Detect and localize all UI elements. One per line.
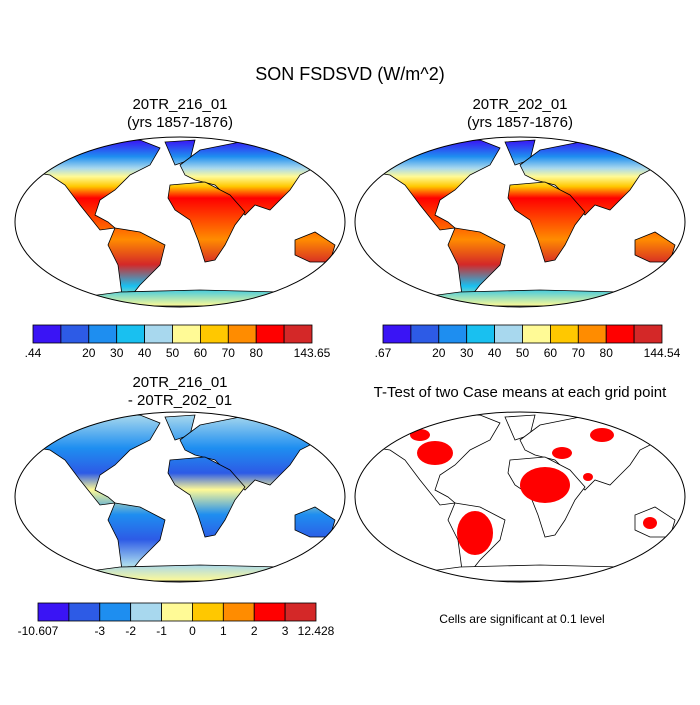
colorbar-label: .67 (375, 346, 392, 360)
map-panel (354, 411, 686, 583)
colorbar-label: 2 (251, 624, 258, 638)
colorbar-box (144, 324, 173, 344)
significance-cells (410, 428, 657, 555)
colorbar-box (161, 602, 193, 622)
colorbar-box (99, 602, 132, 622)
panel-title: (yrs 1857-1876) (467, 114, 573, 131)
colorbar-label: 70 (572, 346, 586, 360)
colorbar-box (130, 602, 162, 622)
colorbar-box (32, 324, 62, 344)
colorbar-label: 12.428 (298, 624, 335, 638)
colorbar-label: 20 (82, 346, 96, 360)
colorbar-label: 30 (460, 346, 474, 360)
colorbar-label: 143.65 (294, 346, 331, 360)
colorbar-box (255, 324, 285, 344)
colorbar-box (199, 324, 229, 344)
colorbar-box (577, 324, 607, 344)
colorbar-box (116, 324, 145, 344)
colorbar-box (172, 324, 201, 344)
map-border (354, 136, 686, 308)
colorbar-box (382, 324, 412, 344)
colorbar-label: 40 (138, 346, 152, 360)
panel-title: 20TR_216_01 (132, 96, 227, 113)
colorbar-box (633, 324, 663, 344)
colorbar-label: 30 (110, 346, 124, 360)
colorbar-box (605, 324, 635, 344)
figure-title: SON FSDSVD (W/m^2) (255, 64, 444, 84)
panel-note: Cells are significant at 0.1 level (439, 612, 604, 626)
panel-title: - 20TR_202_01 (128, 392, 232, 409)
map-panel (354, 136, 686, 308)
panel-title: T-Test of two Case means at each grid po… (374, 384, 667, 401)
colorbar-box (284, 602, 317, 622)
colorbar-label: -1 (156, 624, 167, 638)
colorbar-label: 50 (516, 346, 530, 360)
colorbar-box (192, 602, 224, 622)
colorbar-box (227, 324, 257, 344)
colorbar-box (410, 324, 440, 344)
colorbar-label: 144.54 (644, 346, 681, 360)
colorbar-label: 40 (488, 346, 502, 360)
map-panel (14, 411, 346, 583)
colorbar-label: -2 (125, 624, 136, 638)
colorbar-label: 20 (432, 346, 446, 360)
colorbar-label: 70 (222, 346, 236, 360)
colorbar-label: 60 (194, 346, 208, 360)
colorbar-box (494, 324, 523, 344)
colorbar-box (60, 324, 90, 344)
colorbar-box (88, 324, 118, 344)
panel-title: (yrs 1857-1876) (127, 114, 233, 131)
panel-title: 20TR_216_01 (132, 374, 227, 391)
colorbar-label: 0 (189, 624, 196, 638)
map-border (354, 411, 686, 583)
colorbar-label: .44 (25, 346, 42, 360)
colorbar-box (283, 324, 313, 344)
colorbar-box (522, 324, 551, 344)
colorbar-label: 80 (600, 346, 614, 360)
colorbar-label: 60 (544, 346, 558, 360)
colorbar-label: 1 (220, 624, 227, 638)
colorbar-box (37, 602, 70, 622)
map-panel (14, 136, 346, 308)
colorbar-box (466, 324, 496, 344)
map-border (14, 411, 346, 583)
map-border (14, 136, 346, 308)
colorbar-label: 80 (250, 346, 264, 360)
colorbar-label: 3 (282, 624, 289, 638)
colorbar-label: 50 (166, 346, 180, 360)
panel-title: 20TR_202_01 (472, 96, 567, 113)
colorbar-label: -3 (94, 624, 105, 638)
colorbar-box (550, 324, 579, 344)
colorbar-box (438, 324, 468, 344)
colorbar-box (68, 602, 101, 622)
colorbar-box (253, 602, 286, 622)
colorbar-label: -10.607 (18, 624, 59, 638)
colorbar-box (222, 602, 255, 622)
